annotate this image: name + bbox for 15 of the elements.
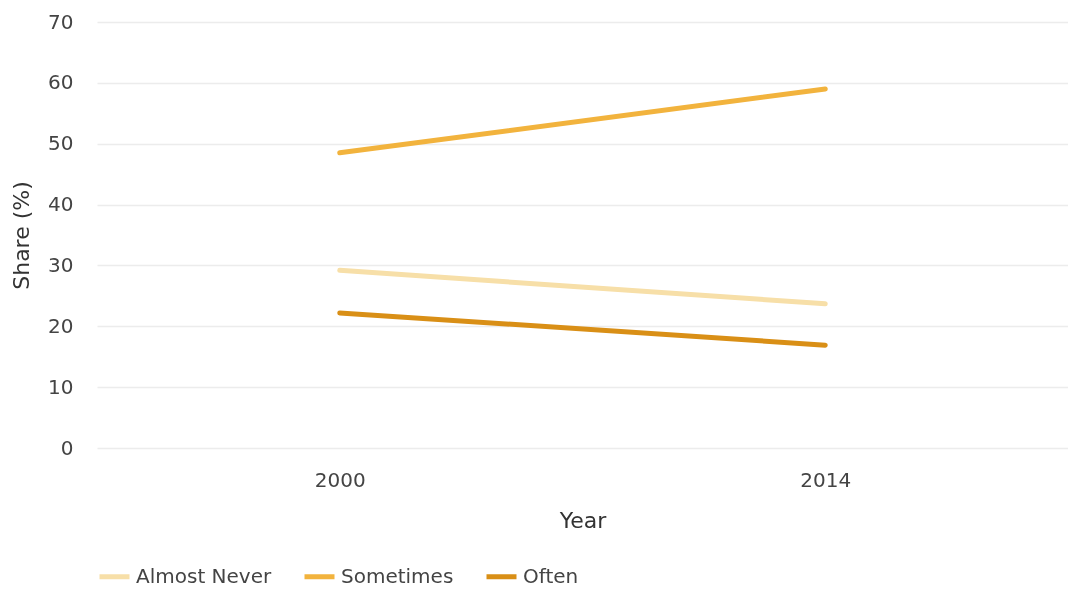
- y-axis-title: Share (%): [9, 181, 35, 290]
- x-tick-label: 2014: [800, 467, 852, 492]
- x-tick-label: 2000: [314, 467, 366, 492]
- y-tick-label: 30: [48, 252, 74, 277]
- y-tick-label: 40: [48, 192, 74, 217]
- legend-label: Often: [523, 563, 579, 588]
- y-tick-label: 0: [60, 435, 74, 460]
- x-axis-title: Year: [558, 507, 608, 533]
- y-tick-label: 20: [48, 313, 74, 338]
- legend-label: Sometimes: [341, 563, 454, 588]
- y-tick-label: 10: [48, 374, 74, 399]
- y-tick-label: 60: [48, 70, 74, 95]
- legend-label: Almost Never: [136, 563, 272, 588]
- y-tick-label: 70: [48, 9, 74, 34]
- y-tick-label: 50: [48, 131, 74, 156]
